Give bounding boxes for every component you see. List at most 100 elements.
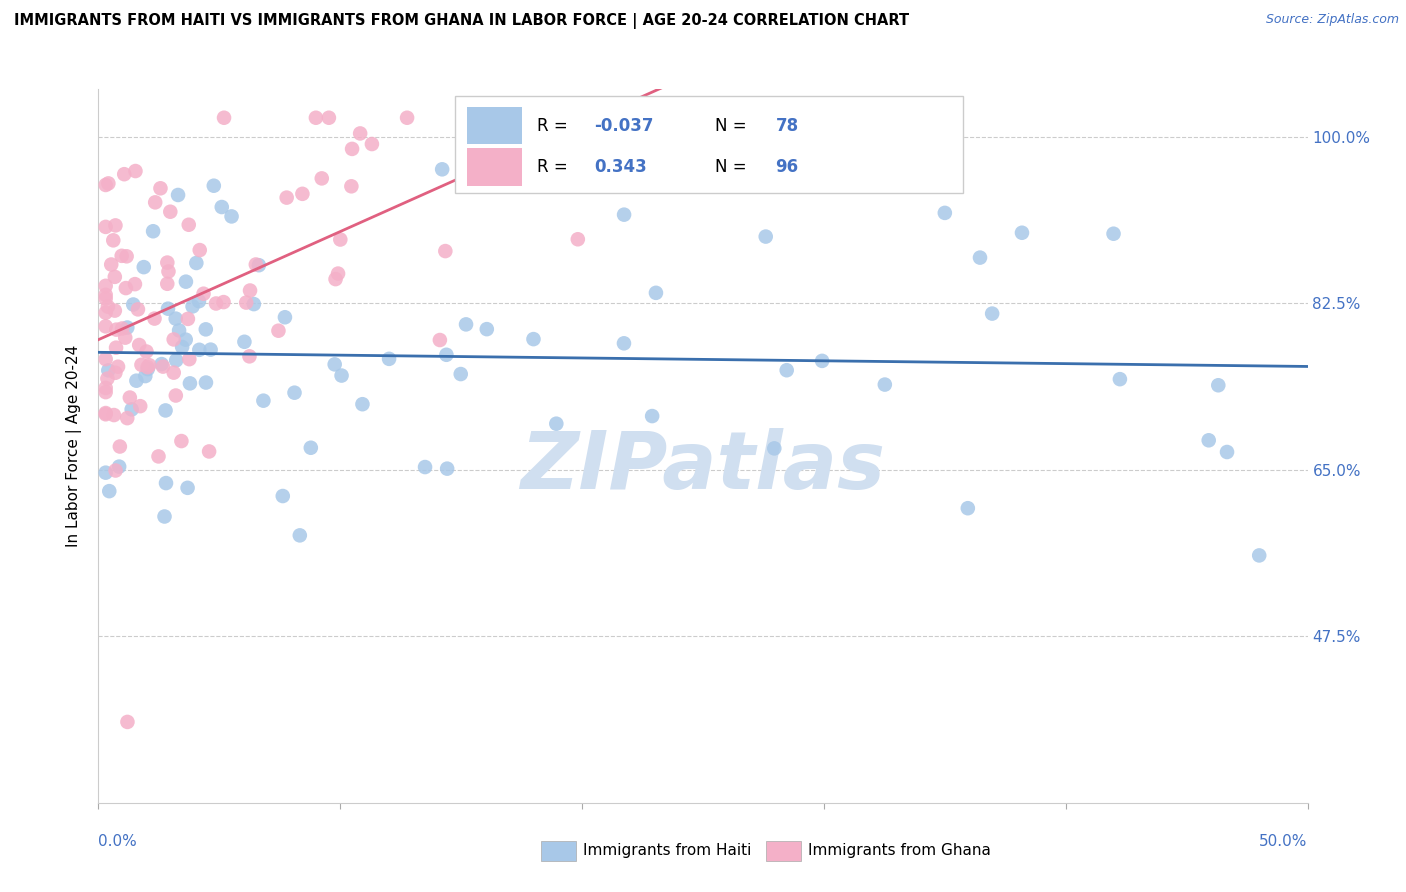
Point	[115, 281, 138, 295]
Point	[271, 489, 294, 503]
Point	[329, 233, 352, 247]
Point	[156, 301, 179, 316]
Point	[330, 368, 353, 383]
Point	[981, 307, 1004, 321]
Point	[613, 336, 636, 351]
Point	[94, 466, 117, 480]
Text: R =: R =	[537, 117, 574, 135]
Point	[200, 343, 222, 357]
Point	[276, 191, 298, 205]
Point	[202, 178, 225, 193]
Point	[378, 351, 401, 366]
Point	[1206, 378, 1229, 392]
Point	[1102, 227, 1125, 241]
Point	[128, 338, 150, 352]
Point	[143, 195, 166, 210]
Point	[194, 376, 217, 390]
Point	[323, 357, 346, 371]
Point	[609, 111, 631, 125]
Point	[142, 224, 165, 238]
Point	[94, 352, 117, 367]
Text: ZIPatlas: ZIPatlas	[520, 428, 886, 507]
Point	[167, 188, 190, 202]
Point	[340, 142, 363, 156]
Point	[212, 295, 235, 310]
Point	[167, 323, 190, 337]
Text: N =: N =	[716, 117, 752, 135]
Point	[114, 331, 136, 345]
Point	[121, 402, 143, 417]
Y-axis label: In Labor Force | Age 20-24: In Labor Force | Age 20-24	[66, 345, 83, 547]
Point	[138, 358, 160, 372]
Point	[100, 258, 122, 272]
Point	[111, 249, 134, 263]
Point	[94, 385, 117, 400]
Point	[436, 348, 458, 362]
Point	[132, 260, 155, 274]
Point	[105, 323, 128, 337]
Point	[475, 322, 498, 336]
Point	[361, 136, 384, 151]
Point	[179, 376, 201, 391]
Text: Immigrants from Ghana: Immigrants from Ghana	[808, 844, 991, 858]
Bar	[467, 107, 522, 145]
Point	[233, 334, 256, 349]
Point	[288, 528, 311, 542]
Point	[755, 229, 778, 244]
Point	[157, 264, 180, 278]
Point	[103, 408, 125, 422]
Point	[97, 177, 120, 191]
Point	[96, 371, 118, 385]
Point	[186, 256, 208, 270]
Point	[103, 233, 125, 247]
Point	[150, 357, 173, 371]
Point	[94, 292, 117, 306]
Point	[238, 350, 260, 364]
Point	[413, 460, 436, 475]
Point	[349, 127, 371, 141]
Point	[115, 249, 138, 263]
Point	[198, 444, 221, 458]
Point	[934, 206, 956, 220]
Point	[107, 359, 129, 374]
Point	[194, 322, 217, 336]
Point	[252, 393, 274, 408]
Point	[149, 181, 172, 195]
Point	[94, 278, 117, 293]
Point	[159, 204, 181, 219]
Point	[94, 287, 117, 301]
Text: 96: 96	[776, 158, 799, 176]
Point	[165, 311, 187, 326]
Point	[641, 409, 664, 423]
Text: 0.343: 0.343	[595, 158, 647, 176]
Point	[325, 272, 347, 286]
Point	[153, 509, 176, 524]
Point	[172, 340, 194, 354]
Point	[221, 210, 243, 224]
Point	[127, 302, 149, 317]
Point	[104, 269, 127, 284]
Point	[163, 333, 186, 347]
Text: 0.0%: 0.0%	[98, 834, 138, 849]
Point	[956, 501, 979, 516]
Point	[522, 332, 544, 346]
Point	[205, 296, 228, 310]
Point	[104, 366, 127, 380]
Point	[235, 295, 257, 310]
Point	[134, 369, 156, 384]
Point	[165, 353, 187, 368]
Point	[118, 391, 141, 405]
Point	[188, 294, 211, 309]
Point	[606, 111, 628, 125]
Point	[94, 219, 117, 234]
Point	[508, 111, 530, 125]
Point	[108, 440, 131, 454]
Point	[243, 297, 266, 311]
Point	[471, 158, 494, 172]
Point	[177, 218, 200, 232]
Point	[148, 450, 170, 464]
Point	[607, 111, 630, 125]
Point	[179, 352, 201, 367]
Point	[124, 164, 146, 178]
Point	[274, 310, 297, 325]
